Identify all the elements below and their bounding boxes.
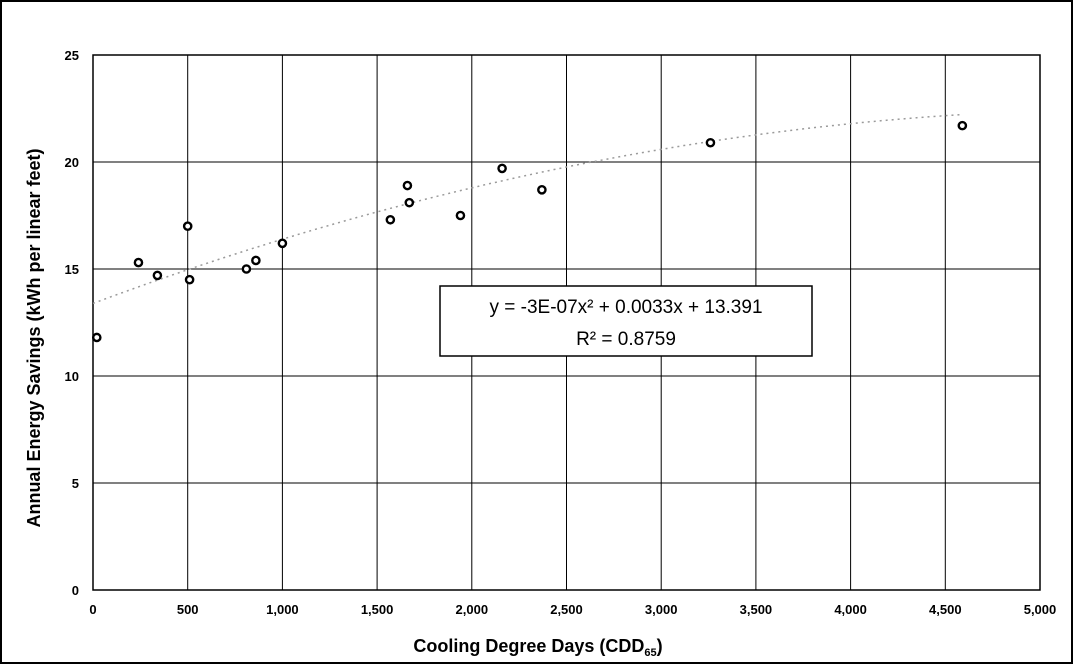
data-point — [537, 185, 547, 195]
trendline-equation: y = -3E-07x² + 0.0033x + 13.391 — [489, 297, 762, 318]
data-point — [277, 238, 288, 249]
y-tick-label: 5 — [72, 476, 79, 491]
data-point — [184, 274, 195, 285]
x-tick-label: 5,000 — [1024, 602, 1057, 617]
x-axis-ticks: 0 500 1,000 1,500 2,000 2,500 3,000 3,500 4,000 4… — [89, 602, 1056, 617]
data-point — [957, 120, 968, 131]
data-point — [705, 137, 716, 148]
data-points — [91, 120, 968, 343]
x-tick-label: 3,500 — [740, 602, 773, 617]
x-tick-label: 500 — [177, 602, 199, 617]
trendline-r-squared: R² = 0.8759 — [576, 329, 676, 350]
data-point — [182, 221, 193, 231]
x-tick-label: 2,000 — [456, 602, 489, 617]
y-tick-label: 10 — [65, 369, 79, 384]
data-point — [91, 332, 102, 343]
x-tick-label: 3,000 — [645, 602, 678, 617]
data-point — [152, 270, 163, 281]
trendline-layer — [92, 113, 960, 305]
data-point — [385, 214, 396, 225]
data-point — [251, 255, 261, 266]
x-tick-label: 1,500 — [361, 602, 394, 617]
data-point — [133, 257, 144, 268]
x-tick-label: 4,000 — [834, 602, 867, 617]
data-point — [402, 180, 413, 191]
y-tick-label: 20 — [65, 155, 79, 170]
plot-area-border — [92, 54, 1041, 591]
data-point — [404, 197, 415, 208]
x-axis-title: Cooling Degree Days (CDD65) — [413, 636, 662, 659]
x-tick-label: 2,500 — [550, 602, 583, 617]
y-tick-label: 15 — [65, 262, 79, 277]
data-point — [241, 264, 252, 274]
y-axis-ticks: 0 5 10 15 20 25 — [65, 48, 79, 598]
data-point — [497, 163, 507, 174]
y-axis-title: Annual Energy Savings (kWh per linear fe… — [24, 148, 44, 527]
x-tick-label: 0 — [89, 602, 96, 617]
x-tick-label: 4,500 — [929, 602, 962, 617]
y-tick-label: 0 — [72, 583, 79, 598]
data-point — [455, 210, 466, 221]
x-tick-label: 1,000 — [266, 602, 299, 617]
y-tick-label: 25 — [65, 48, 79, 63]
trendline-equation-box: y = -3E-07x² + 0.0033x + 13.391 R² = 0.8… — [439, 285, 813, 357]
trendline — [92, 113, 960, 305]
grid-lines — [92, 54, 1041, 591]
